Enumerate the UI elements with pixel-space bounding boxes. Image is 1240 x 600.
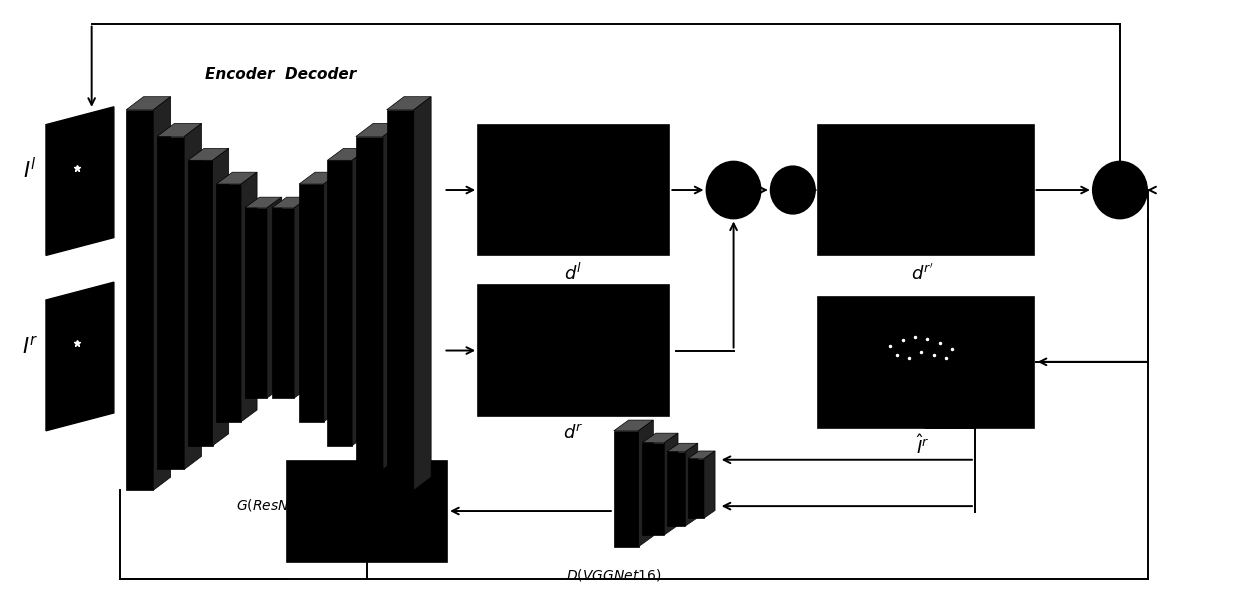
Bar (216, 184, 241, 422)
Polygon shape (667, 443, 698, 452)
Polygon shape (414, 97, 432, 490)
Polygon shape (324, 172, 340, 422)
Polygon shape (154, 97, 171, 490)
Polygon shape (126, 97, 171, 110)
Polygon shape (299, 172, 340, 184)
Bar (157, 137, 185, 469)
Polygon shape (216, 172, 257, 184)
Polygon shape (241, 172, 257, 422)
Polygon shape (157, 124, 202, 137)
Text: $d^{r'}$: $d^{r'}$ (911, 263, 934, 284)
Bar (286, 461, 448, 562)
Polygon shape (614, 420, 653, 431)
Polygon shape (188, 148, 228, 160)
Polygon shape (356, 124, 401, 137)
Text: Encoder  Decoder: Encoder Decoder (205, 67, 356, 82)
Polygon shape (212, 148, 228, 446)
Polygon shape (185, 124, 202, 469)
Bar (299, 184, 324, 422)
Polygon shape (383, 124, 401, 469)
Polygon shape (272, 197, 309, 208)
Text: $I^r$: $I^r$ (22, 337, 38, 359)
Bar (244, 208, 267, 398)
Bar (327, 160, 352, 446)
Polygon shape (704, 451, 715, 518)
Polygon shape (642, 433, 678, 443)
Bar (817, 297, 1033, 428)
Polygon shape (294, 197, 309, 398)
Bar (356, 137, 383, 469)
Ellipse shape (1092, 161, 1147, 218)
Bar (817, 125, 1033, 256)
Text: $G(ResNet50)$: $G(ResNet50)$ (236, 497, 325, 513)
Bar (188, 160, 212, 446)
Polygon shape (267, 197, 281, 398)
Bar (479, 125, 670, 256)
Polygon shape (244, 197, 281, 208)
Bar (126, 110, 154, 490)
Text: $D(VGGNet16)$: $D(VGGNet16)$ (567, 566, 661, 583)
Polygon shape (686, 443, 698, 526)
Polygon shape (639, 420, 653, 547)
Polygon shape (688, 451, 715, 459)
Bar (479, 285, 670, 416)
Bar (642, 443, 665, 535)
Polygon shape (46, 107, 114, 256)
Bar (387, 110, 414, 490)
Text: $d^l$: $d^l$ (564, 263, 583, 284)
Ellipse shape (770, 166, 815, 214)
Polygon shape (352, 148, 368, 446)
Polygon shape (665, 433, 678, 535)
Bar (667, 452, 686, 526)
Polygon shape (46, 282, 114, 431)
Bar (688, 459, 704, 518)
Polygon shape (327, 148, 368, 160)
Polygon shape (387, 97, 432, 110)
Bar (614, 431, 639, 547)
Text: $d^r$: $d^r$ (563, 424, 583, 443)
Text: $I^l$: $I^l$ (24, 157, 37, 182)
Bar (272, 208, 294, 398)
Text: $\hat{I}^r$: $\hat{I}^r$ (916, 434, 929, 458)
Ellipse shape (707, 161, 760, 218)
